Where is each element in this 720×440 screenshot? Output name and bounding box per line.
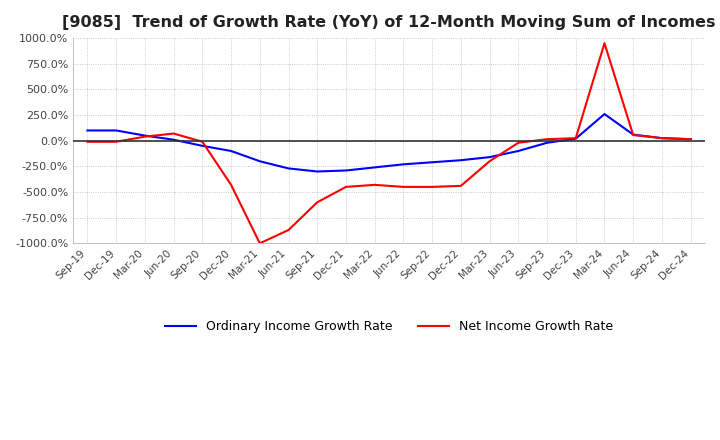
- Net Income Growth Rate: [313, 200, 322, 205]
- Ordinary Income Growth Rate: [600, 111, 609, 117]
- Net Income Growth Rate: [140, 134, 149, 139]
- Net Income Growth Rate: [284, 227, 293, 233]
- Ordinary Income Growth Rate: [227, 148, 235, 154]
- Net Income Growth Rate: [456, 183, 465, 188]
- Ordinary Income Growth Rate: [657, 136, 666, 141]
- Net Income Growth Rate: [543, 136, 552, 142]
- Title: [9085]  Trend of Growth Rate (YoY) of 12-Month Moving Sum of Incomes: [9085] Trend of Growth Rate (YoY) of 12-…: [63, 15, 716, 30]
- Ordinary Income Growth Rate: [313, 169, 322, 174]
- Ordinary Income Growth Rate: [112, 128, 120, 133]
- Net Income Growth Rate: [227, 182, 235, 187]
- Net Income Growth Rate: [485, 158, 494, 164]
- Ordinary Income Growth Rate: [370, 165, 379, 170]
- Net Income Growth Rate: [657, 136, 666, 141]
- Net Income Growth Rate: [600, 40, 609, 46]
- Net Income Growth Rate: [370, 182, 379, 187]
- Ordinary Income Growth Rate: [198, 143, 207, 148]
- Net Income Growth Rate: [514, 140, 523, 145]
- Ordinary Income Growth Rate: [456, 158, 465, 163]
- Net Income Growth Rate: [399, 184, 408, 190]
- Net Income Growth Rate: [686, 136, 695, 142]
- Ordinary Income Growth Rate: [543, 140, 552, 145]
- Net Income Growth Rate: [629, 132, 637, 138]
- Line: Ordinary Income Growth Rate: Ordinary Income Growth Rate: [87, 114, 690, 172]
- Net Income Growth Rate: [256, 241, 264, 246]
- Ordinary Income Growth Rate: [485, 154, 494, 160]
- Net Income Growth Rate: [428, 184, 436, 190]
- Net Income Growth Rate: [112, 139, 120, 144]
- Line: Net Income Growth Rate: Net Income Growth Rate: [87, 43, 690, 243]
- Net Income Growth Rate: [83, 139, 91, 144]
- Ordinary Income Growth Rate: [686, 136, 695, 142]
- Ordinary Income Growth Rate: [572, 136, 580, 141]
- Ordinary Income Growth Rate: [256, 158, 264, 164]
- Ordinary Income Growth Rate: [284, 166, 293, 171]
- Net Income Growth Rate: [572, 136, 580, 141]
- Net Income Growth Rate: [342, 184, 351, 190]
- Ordinary Income Growth Rate: [514, 148, 523, 154]
- Ordinary Income Growth Rate: [83, 128, 91, 133]
- Ordinary Income Growth Rate: [342, 168, 351, 173]
- Net Income Growth Rate: [198, 139, 207, 144]
- Ordinary Income Growth Rate: [428, 160, 436, 165]
- Net Income Growth Rate: [169, 131, 178, 136]
- Legend: Ordinary Income Growth Rate, Net Income Growth Rate: Ordinary Income Growth Rate, Net Income …: [160, 315, 618, 338]
- Ordinary Income Growth Rate: [629, 132, 637, 137]
- Ordinary Income Growth Rate: [399, 161, 408, 167]
- Ordinary Income Growth Rate: [140, 133, 149, 138]
- Ordinary Income Growth Rate: [169, 137, 178, 142]
